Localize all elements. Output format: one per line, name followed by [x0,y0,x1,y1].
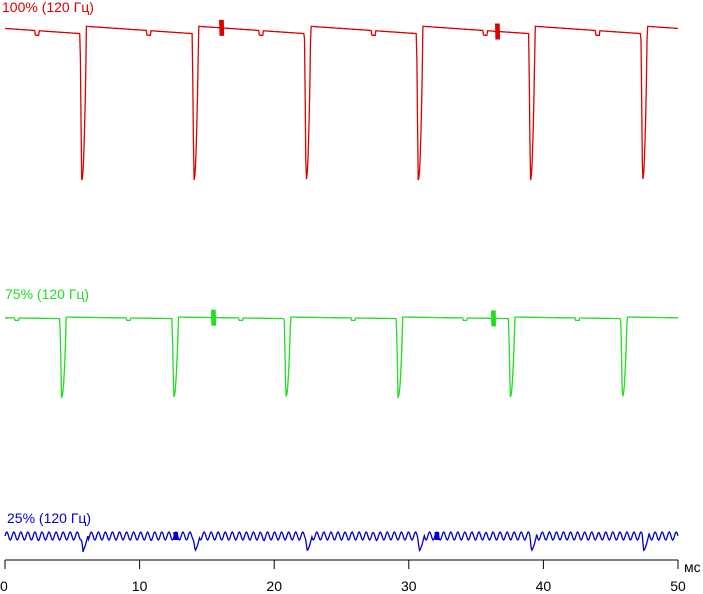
noise-burst-0-1 [495,23,501,40]
x-tick-label: 50 [670,578,686,594]
x-axis-unit-label: мс [684,559,701,575]
x-tick-label: 40 [536,578,552,594]
series-line-0 [4,25,678,181]
noise-burst-1-0 [211,309,217,326]
series-layer [4,19,679,553]
x-axis-ticks: 0 10 20 30 40 50 [0,560,686,594]
noise-burst-0-0 [219,19,225,36]
series-line-1 [5,316,678,400]
noise-burst-2-0 [173,531,179,541]
series-label-100: 100% (120 Гц) [2,0,94,15]
x-tick-label: 30 [401,578,417,594]
x-tick-label: 20 [266,578,282,594]
series-label-75: 75% (120 Гц) [5,286,89,302]
series-label-25: 25% (120 Гц) [7,510,91,526]
noise-burst-1-1 [491,310,496,327]
series-line-2 [4,530,679,553]
noise-burst-2-1 [434,531,440,541]
x-tick-label: 10 [132,578,148,594]
x-tick-label: 0 [0,578,8,594]
